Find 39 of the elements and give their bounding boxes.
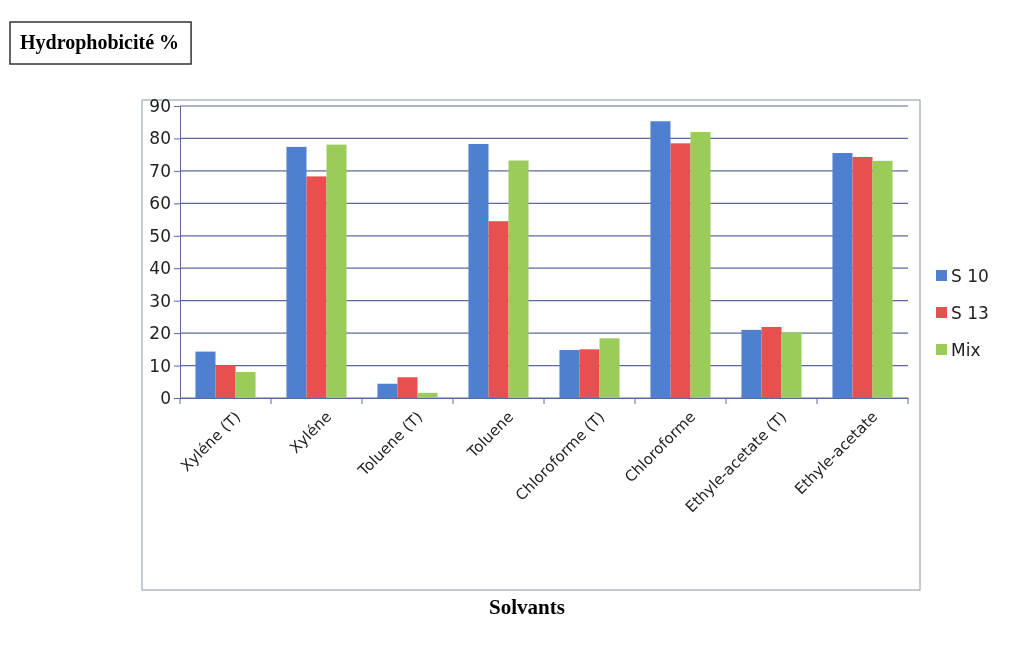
bar bbox=[852, 156, 873, 398]
y-tick-label: 90 bbox=[149, 95, 171, 116]
bar bbox=[761, 326, 782, 398]
bar bbox=[872, 160, 893, 398]
bar bbox=[215, 365, 236, 398]
bar bbox=[690, 131, 711, 398]
chart-title: Hydrophobicité % bbox=[20, 31, 180, 54]
bar bbox=[559, 349, 580, 398]
bar bbox=[650, 121, 671, 398]
bar bbox=[235, 372, 256, 398]
bar bbox=[670, 143, 691, 398]
bar bbox=[377, 383, 398, 398]
bar bbox=[195, 351, 216, 398]
bar bbox=[781, 332, 802, 398]
bar bbox=[488, 221, 509, 398]
bar bbox=[508, 160, 529, 398]
y-tick-label: 20 bbox=[149, 323, 171, 344]
y-tick-label: 30 bbox=[149, 290, 171, 311]
bar bbox=[397, 377, 418, 398]
bar bbox=[579, 349, 600, 398]
legend-label: S 13 bbox=[951, 302, 989, 323]
bar bbox=[326, 144, 347, 398]
y-tick-label: 50 bbox=[149, 225, 171, 246]
bar bbox=[741, 329, 762, 398]
y-tick-label: 10 bbox=[149, 355, 171, 376]
y-tick-label: 60 bbox=[149, 193, 171, 214]
bar bbox=[468, 143, 489, 398]
x-axis-title: Solvants bbox=[489, 595, 565, 619]
bar bbox=[417, 392, 438, 398]
bar bbox=[599, 338, 620, 398]
y-tick-label: 70 bbox=[149, 160, 171, 181]
bar bbox=[306, 176, 327, 398]
y-tick-label: 80 bbox=[149, 128, 171, 149]
legend-label: Mix bbox=[951, 339, 981, 360]
y-tick-label: 0 bbox=[160, 387, 171, 408]
legend-label: S 10 bbox=[951, 265, 989, 286]
bar bbox=[286, 146, 307, 398]
y-tick-label: 40 bbox=[149, 258, 171, 279]
bar bbox=[832, 153, 853, 398]
